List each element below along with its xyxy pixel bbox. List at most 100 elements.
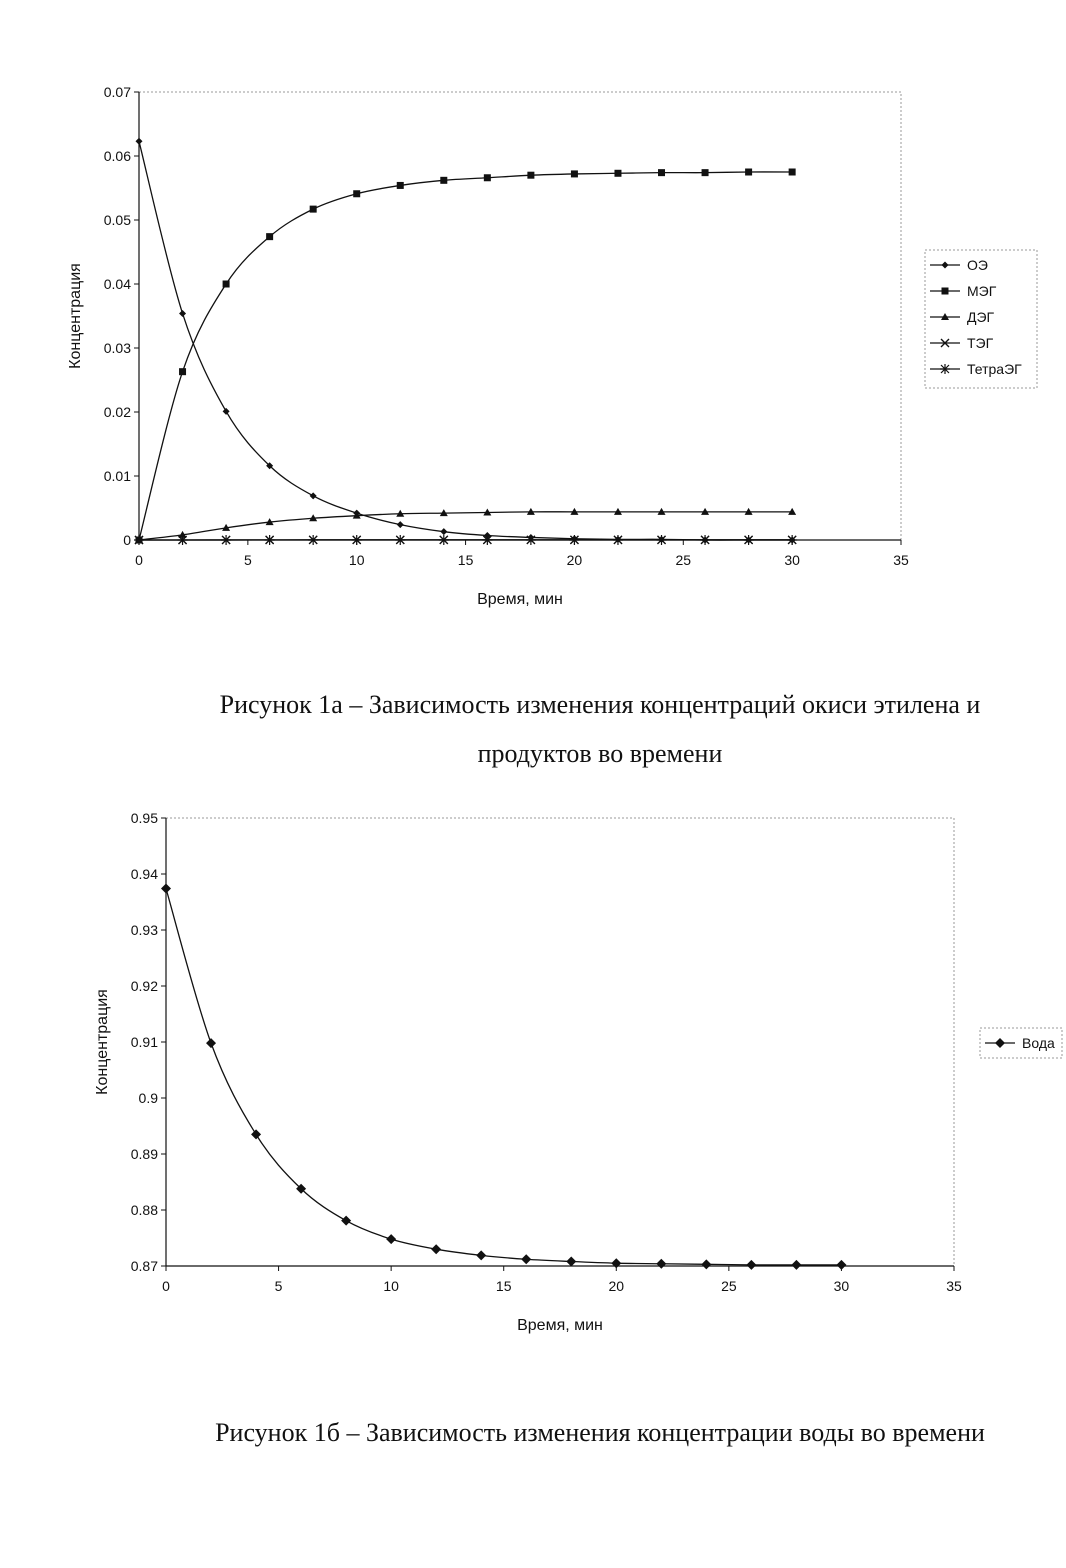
legend-marker — [940, 338, 950, 348]
series-line — [138, 141, 793, 541]
chart-1b: 0.87 0.88 0.89 0.9 0.91 0.92 0.93 0.94 0.95 0 5 10… — [94, 810, 1063, 1334]
data-point — [439, 509, 448, 517]
x-ticks: 0 5 10 15 20 25 30 35 — [135, 540, 909, 568]
x-tick-label: 20 — [608, 1278, 624, 1294]
data-point — [658, 169, 666, 177]
data-point — [745, 168, 753, 176]
series-line — [138, 511, 793, 541]
legend-entry: ОЭ — [930, 257, 988, 273]
data-point — [222, 407, 230, 415]
y-tick-label: 0.03 — [104, 340, 131, 356]
data-point — [251, 1129, 262, 1140]
legend-label: ТетраЭГ — [967, 361, 1022, 377]
x-tick-label: 0 — [162, 1278, 170, 1294]
x-axis-label: Время, мин — [477, 591, 563, 608]
x-tick-label: 25 — [721, 1278, 737, 1294]
x-tick-label: 15 — [496, 1278, 512, 1294]
legend-entry: ТетраЭГ — [930, 361, 1022, 377]
legend-marker — [995, 1038, 1005, 1048]
series-1 — [135, 137, 796, 544]
legend-label: Вода — [1022, 1035, 1055, 1051]
figure-1b-caption: Рисунок 1б – Зависимость изменения конце… — [140, 1408, 1060, 1457]
data-point — [266, 233, 274, 241]
data-point — [476, 1250, 487, 1261]
data-point — [222, 523, 231, 531]
data-point — [526, 507, 535, 515]
data-point — [309, 205, 317, 213]
data-point — [743, 535, 754, 545]
data-point — [309, 492, 317, 500]
data-point — [701, 169, 709, 177]
caption-line: Рисунок 1б – Зависимость изменения конце… — [215, 1418, 985, 1447]
data-point — [483, 508, 492, 516]
data-point — [483, 174, 491, 182]
data-point — [206, 1038, 217, 1049]
data-point — [395, 535, 406, 545]
x-ticks: 0 5 10 15 20 25 30 35 — [162, 1266, 962, 1294]
data-point — [525, 535, 536, 545]
data-point — [296, 1183, 307, 1194]
y-tick-label: 0.9 — [139, 1090, 159, 1106]
data-point — [341, 1215, 352, 1226]
x-tick-label: 0 — [135, 552, 143, 568]
data-point — [134, 535, 144, 545]
data-point — [222, 280, 230, 288]
x-tick-label: 10 — [349, 552, 365, 568]
x-tick-label: 5 — [275, 1278, 283, 1294]
series-layer — [134, 137, 798, 545]
data-point — [527, 171, 535, 179]
data-point — [614, 169, 622, 177]
y-tick-label: 0.01 — [104, 468, 131, 484]
data-point — [656, 535, 667, 545]
data-point — [309, 514, 318, 522]
data-point — [135, 137, 143, 145]
y-tick-label: 0.95 — [131, 810, 158, 826]
data-point — [788, 507, 797, 515]
data-point — [179, 309, 187, 317]
data-point — [746, 1259, 757, 1270]
y-tick-label: 0.92 — [131, 978, 158, 994]
data-point — [440, 176, 448, 184]
y-tick-label: 0.88 — [131, 1202, 158, 1218]
data-point — [308, 535, 319, 545]
data-point — [744, 507, 753, 515]
legend-entry: МЭГ — [930, 283, 997, 299]
x-tick-label: 5 — [244, 552, 252, 568]
x-tick-label: 25 — [675, 552, 691, 568]
data-point — [386, 1234, 397, 1245]
legend-marker — [941, 261, 949, 269]
x-axis-label: Время, мин — [517, 1317, 603, 1334]
x-tick-label: 30 — [784, 552, 800, 568]
x-tick-label: 30 — [834, 1278, 850, 1294]
y-tick-label: 0.93 — [131, 922, 158, 938]
legend-label: ДЭГ — [967, 309, 995, 325]
legend-box — [979, 1027, 1063, 1059]
y-tick-label: 0.06 — [104, 148, 131, 164]
data-point — [521, 1254, 532, 1265]
data-point — [264, 535, 275, 545]
series-3 — [135, 507, 797, 543]
y-tick-label: 0.04 — [104, 276, 131, 292]
series-2 — [135, 168, 796, 544]
legend-label: МЭГ — [967, 283, 997, 299]
y-tick-label: 0.94 — [131, 866, 158, 882]
data-point — [396, 521, 404, 529]
data-point — [570, 507, 579, 515]
y-tick-label: 0 — [123, 532, 131, 548]
y-ticks: 0 0.01 0.02 0.03 0.04 0.05 0.06 0.07 — [104, 84, 139, 548]
data-point — [440, 528, 448, 536]
y-tick-label: 0.05 — [104, 212, 131, 228]
caption-line-1: Рисунок 1а – Зависимость изменения конце… — [219, 690, 981, 719]
y-ticks: 0.87 0.88 0.89 0.9 0.91 0.92 0.93 0.94 0.95 — [131, 810, 166, 1274]
legend-label: ОЭ — [967, 257, 988, 273]
data-point — [700, 535, 711, 545]
x-tick-label: 35 — [946, 1278, 962, 1294]
y-tick-label: 0.07 — [104, 84, 131, 100]
data-point — [701, 507, 710, 515]
plot-area — [165, 817, 955, 1267]
series-layer — [161, 883, 847, 1270]
legend: ОЭ МЭГ ДЭГ ТЭГ ТетраЭГ — [924, 249, 1038, 389]
legend-marker — [941, 313, 949, 320]
data-point — [161, 883, 171, 894]
data-point — [791, 1259, 802, 1270]
